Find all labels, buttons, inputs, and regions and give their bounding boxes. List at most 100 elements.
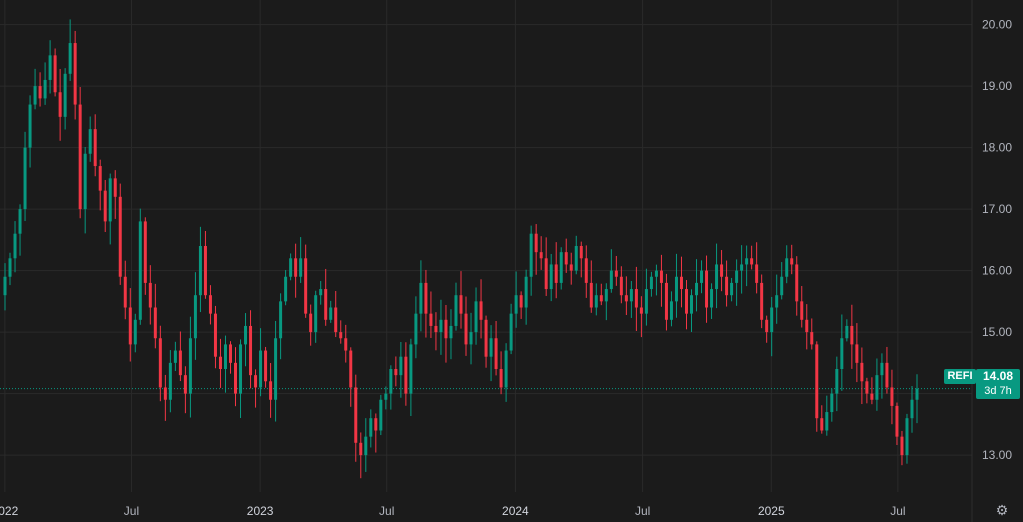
candle-body <box>284 276 288 302</box>
candle-body <box>730 282 734 296</box>
candle-body <box>544 258 548 290</box>
time-axis[interactable]: 2022 Jul 2023 Jul 2024 Jul 2025 Jul <box>0 504 906 518</box>
candle-body <box>83 153 87 210</box>
candle-body <box>705 270 709 308</box>
candle-body <box>414 313 418 345</box>
candle-body <box>128 307 132 345</box>
candle-body <box>409 344 413 394</box>
x-tick-label: 2023 <box>247 504 274 518</box>
candle-body <box>554 264 558 283</box>
candle-body <box>569 264 573 271</box>
candle-body <box>274 338 278 400</box>
candle-body <box>344 338 348 351</box>
candle-body <box>73 43 77 105</box>
candle-body <box>634 289 638 308</box>
candle-body <box>674 276 678 302</box>
candle-body <box>664 282 668 320</box>
candle-body <box>690 295 694 314</box>
candle-body <box>123 276 127 308</box>
candle-body <box>223 344 227 369</box>
x-tick-label: Jul <box>890 504 905 518</box>
candle-body <box>58 92 62 117</box>
candle-body <box>404 356 408 394</box>
y-tick-label: 20.00 <box>982 18 1012 32</box>
candle-body <box>895 405 899 437</box>
candle-body <box>604 289 608 302</box>
candle-body <box>609 270 613 290</box>
candle-body <box>279 301 283 339</box>
candle-body <box>43 79 47 99</box>
candle-body <box>684 289 688 314</box>
candle-body <box>419 282 423 314</box>
candle-body <box>805 319 809 333</box>
candles <box>3 19 919 479</box>
candle-body <box>384 393 388 400</box>
candle-body <box>163 387 167 400</box>
candle-body <box>354 387 358 443</box>
candle-body <box>504 350 508 388</box>
candle-body <box>860 362 864 382</box>
candle-body <box>845 325 849 339</box>
candle-body <box>469 332 473 345</box>
candle-body <box>178 350 182 376</box>
candle-body <box>885 362 889 388</box>
candle-body <box>138 221 142 320</box>
candle-body <box>259 350 263 388</box>
candle-body <box>564 252 568 265</box>
candle-body <box>98 166 102 191</box>
y-tick-label: 17.00 <box>982 202 1012 216</box>
y-tick-label: 16.00 <box>982 264 1012 278</box>
candle-body <box>549 264 553 290</box>
candle-body <box>770 307 774 333</box>
candle-body <box>68 43 72 74</box>
candle-body <box>464 313 468 345</box>
candle-body <box>183 375 187 394</box>
candle-body <box>529 233 533 277</box>
candle-body <box>374 418 378 431</box>
candle-body <box>820 418 824 431</box>
candle-body <box>775 295 779 308</box>
candle-body <box>910 399 914 419</box>
candle-body <box>304 258 308 314</box>
candle-body <box>649 276 653 290</box>
last-price-label: 14.08 <box>982 369 1014 383</box>
candle-body <box>695 282 699 296</box>
candle-body <box>93 129 97 167</box>
candle-body <box>459 295 463 314</box>
gear-icon[interactable]: ⚙ <box>995 502 1009 518</box>
candle-body <box>725 276 729 296</box>
candle-body <box>234 362 238 394</box>
candle-body <box>890 387 894 406</box>
candle-body <box>669 301 673 320</box>
candle-body <box>514 295 518 314</box>
x-tick-label: 2022 <box>0 504 19 518</box>
candle-body <box>113 178 117 197</box>
candle-body <box>735 270 739 283</box>
candle-body <box>825 412 829 431</box>
candle-body <box>715 264 719 290</box>
candle-body <box>424 282 428 314</box>
candle-body <box>364 436 368 456</box>
candle-body <box>795 264 799 302</box>
candle-body <box>208 295 212 314</box>
candle-body <box>905 418 909 456</box>
candle-body <box>133 319 137 345</box>
candle-body <box>454 295 458 326</box>
candle-body <box>334 307 338 333</box>
candle-body <box>153 307 157 339</box>
candle-body <box>444 319 448 339</box>
candle-body <box>524 276 528 308</box>
candle-body <box>118 196 122 277</box>
candle-body <box>479 301 483 320</box>
candle-body <box>53 55 57 93</box>
candle-body <box>103 190 107 222</box>
candle-body <box>599 295 603 302</box>
candle-body <box>88 129 92 154</box>
candle-body <box>840 338 844 369</box>
candle-body <box>38 86 42 99</box>
y-tick-label: 18.00 <box>982 141 1012 155</box>
chart-grid <box>0 0 973 522</box>
candle-body <box>18 209 22 234</box>
